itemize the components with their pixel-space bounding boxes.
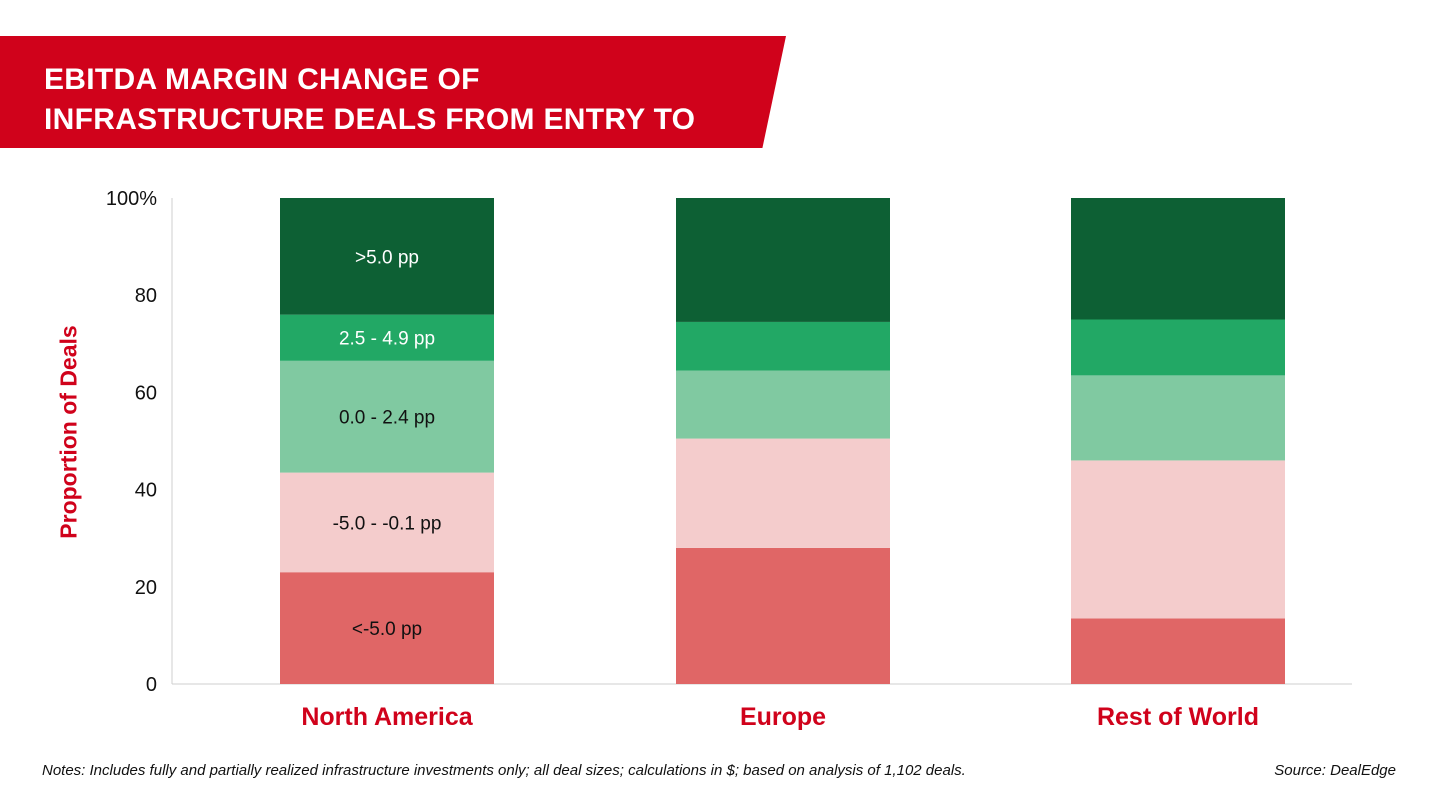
bar-segment xyxy=(1071,618,1285,684)
y-tick-label: 40 xyxy=(135,480,157,502)
bar-segment xyxy=(676,370,890,439)
segment-label: <-5.0 pp xyxy=(352,619,422,640)
y-tick-label: 100% xyxy=(106,188,157,210)
y-tick-label: 20 xyxy=(135,577,157,599)
bar-segment xyxy=(280,360,494,473)
bar-segment xyxy=(1071,460,1285,619)
bar-segment xyxy=(676,438,890,548)
chart-notes: Notes: Includes fully and partially real… xyxy=(42,762,966,779)
chart-source: Source: DealEdge xyxy=(1274,762,1396,779)
segment-label: 2.5 - 4.9 pp xyxy=(339,329,435,350)
segment-label: >5.0 pp xyxy=(355,247,419,268)
bar-segment xyxy=(280,572,494,684)
y-tick-label: 60 xyxy=(135,382,157,404)
x-category-label: Europe xyxy=(740,703,826,731)
bar-segment xyxy=(676,198,890,322)
bar-segment xyxy=(676,547,890,684)
bar-segment xyxy=(280,314,494,361)
segment-label: -5.0 - -0.1 pp xyxy=(333,513,442,534)
bar-segment xyxy=(676,321,890,371)
segment-label: 0.0 - 2.4 pp xyxy=(339,408,435,429)
x-category-label: Rest of World xyxy=(1097,703,1259,731)
bar-segment xyxy=(280,198,494,315)
bar-segment xyxy=(1071,375,1285,461)
bar-segment xyxy=(1071,319,1285,376)
stacked-bar-chart: 0 20 40 60 80 100% <-5.0 pp -5.0 - -0.1 pp 0.0 -… xyxy=(106,188,1352,731)
bar-segment xyxy=(1071,198,1285,320)
y-tick-label: 0 xyxy=(146,674,157,696)
y-tick-label: 80 xyxy=(135,285,157,307)
x-category-label: North America xyxy=(301,703,473,731)
chart-title: EBITDA MARGIN CHANGE OF INFRASTRUCTURE D… xyxy=(44,63,696,176)
title-banner xyxy=(0,36,786,148)
bar-segment xyxy=(280,472,494,573)
